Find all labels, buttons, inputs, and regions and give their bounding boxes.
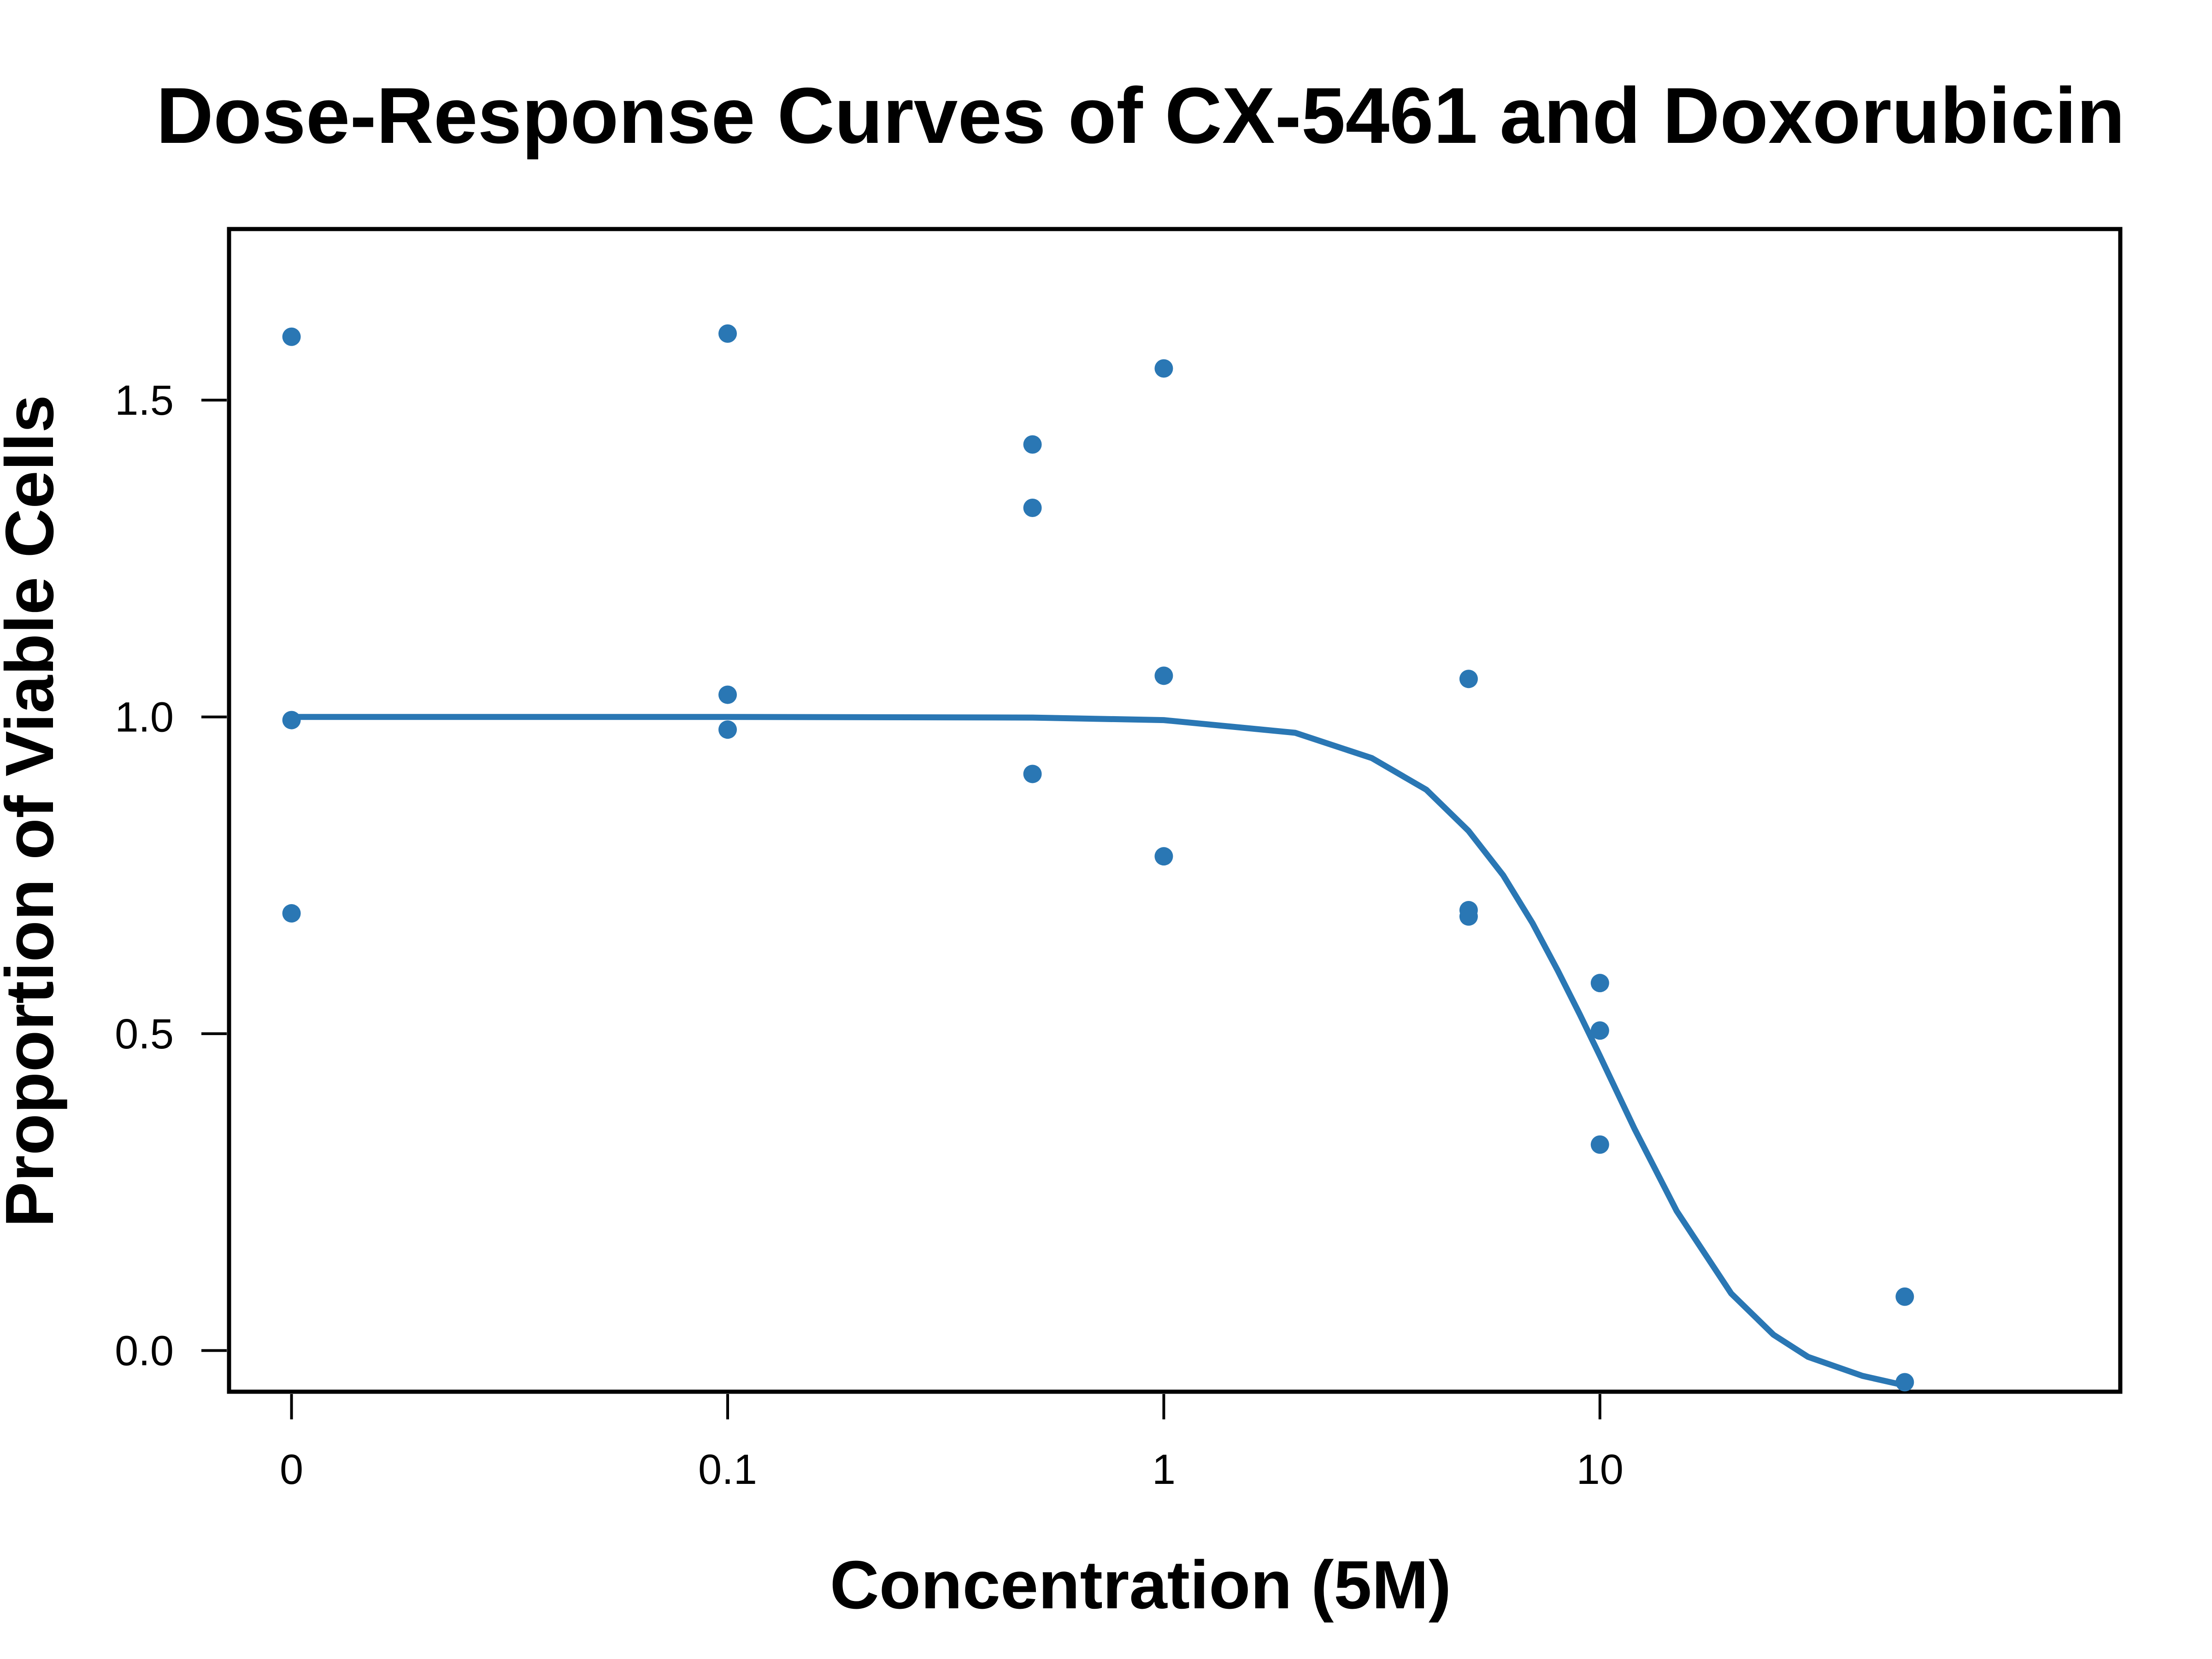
x-tick-label: 10 [1577,1446,1624,1493]
y-tick-label: 0.5 [115,1011,174,1058]
data-point [1590,974,1609,993]
x-axis-label: Concentration (5M) [830,1547,1451,1623]
data-point [282,904,301,923]
y-tick-label: 0.0 [115,1328,174,1375]
x-tick-label: 0.1 [698,1446,757,1493]
chart-title: Dose-Response Curves of CX-5461 and Doxo… [156,71,2125,160]
data-point [1459,670,1478,688]
series-layer [282,324,1914,1392]
data-point [1895,1287,1914,1306]
plot-frame [227,227,2123,1394]
data-point [1023,765,1042,783]
data-point [282,711,301,729]
y-tick-label: 1.5 [115,377,174,424]
y-axis: 0.0 0.5 1.0 1.5 [115,377,227,1375]
data-point [718,685,737,704]
x-axis: 0 0.1 1 10 [280,1394,1624,1493]
data-point [1154,847,1173,866]
data-point [1895,1373,1914,1392]
data-point [718,720,737,739]
data-point [1590,1021,1609,1040]
x-tick-label: 1 [1152,1446,1176,1493]
data-point [282,327,301,346]
data-point [718,324,737,343]
data-point [1023,435,1042,454]
y-axis-label: Proportion of Viable Cells [0,395,68,1227]
fitted-curve [288,714,1908,1388]
data-point [1590,1135,1609,1154]
data-point [1154,359,1173,378]
data-point [1154,666,1173,685]
data-point [1023,498,1042,517]
x-tick-label: 0 [280,1446,303,1493]
data-point [1459,907,1478,926]
y-tick-label: 1.0 [115,694,174,741]
